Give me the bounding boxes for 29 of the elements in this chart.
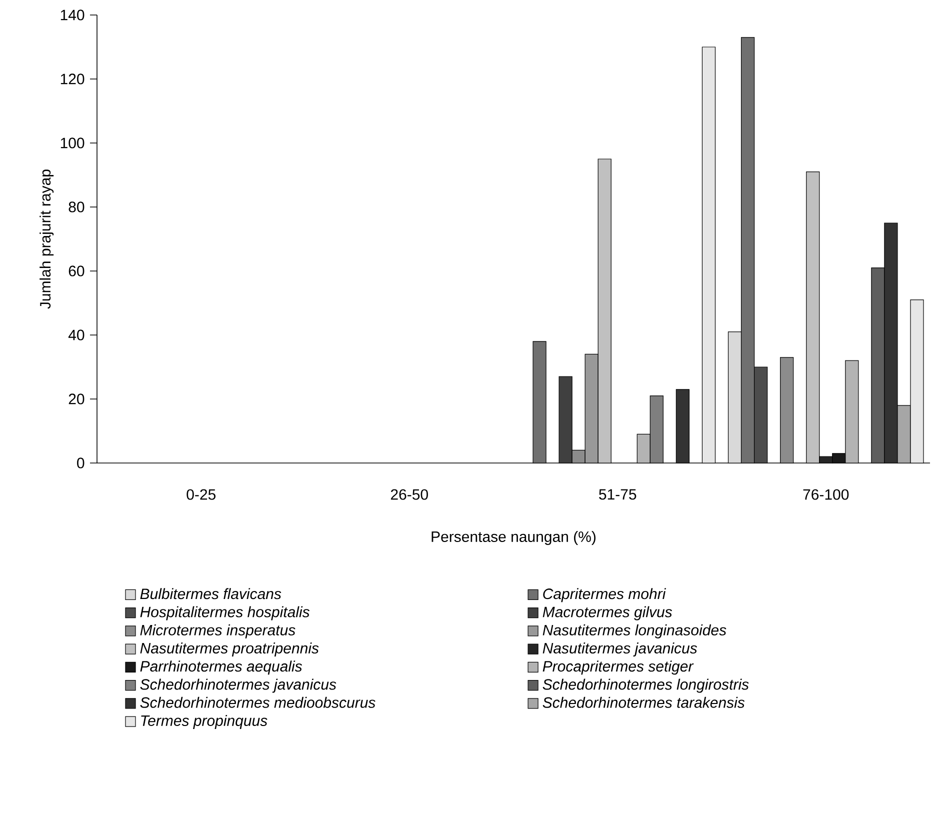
y-tick-label: 100 bbox=[60, 138, 84, 148]
legend-label: Nasutitermes javanicus bbox=[542, 642, 698, 656]
legend-label: Procapritermes setiger bbox=[542, 660, 694, 675]
x-tick-label: 26-50 bbox=[390, 489, 428, 500]
y-axis-title: Jumlah prajurit rayap bbox=[40, 170, 54, 309]
legend-label: Macrotermes gilvus bbox=[542, 606, 672, 620]
legend-label: Schedorhinotermes longirostris bbox=[542, 678, 749, 693]
legend-label: Nasutitermes longinasoides bbox=[542, 624, 726, 638]
y-tick-label: 0 bbox=[77, 458, 84, 468]
x-tick-label: 76-100 bbox=[803, 489, 849, 500]
legend-label: Nasutitermes proatripennis bbox=[140, 642, 319, 656]
legend-label: Bulbitermes flavicans bbox=[140, 588, 282, 600]
legend-label: Capritermes mohri bbox=[543, 588, 666, 602]
legend-label: Microtermes insperatus bbox=[140, 624, 296, 638]
legend-label: Parrhinotermes aequalis bbox=[140, 660, 302, 675]
x-axis-title: Persentase naungan (%) bbox=[432, 531, 596, 545]
legend-label: Schedorhinotermes medioobscurus bbox=[140, 696, 376, 708]
legend-label: Schedorhinotermes tarakensis bbox=[542, 696, 745, 708]
legend-label: Schedorhinotermes javanicus bbox=[140, 678, 336, 693]
legend-label: Termes propinquus bbox=[141, 714, 268, 729]
y-tick-label: 80 bbox=[68, 202, 84, 212]
x-tick-label: 0-25 bbox=[186, 489, 216, 500]
y-tick-label: 60 bbox=[68, 266, 84, 276]
legend-label: Hospitalitermes hospitalis bbox=[140, 606, 310, 620]
y-tick-label: 40 bbox=[68, 330, 84, 340]
x-tick-label: 51-75 bbox=[599, 489, 636, 500]
y-tick-label: 140 bbox=[60, 10, 84, 20]
y-tick-label: 120 bbox=[60, 74, 84, 84]
y-tick-label: 20 bbox=[68, 394, 84, 404]
